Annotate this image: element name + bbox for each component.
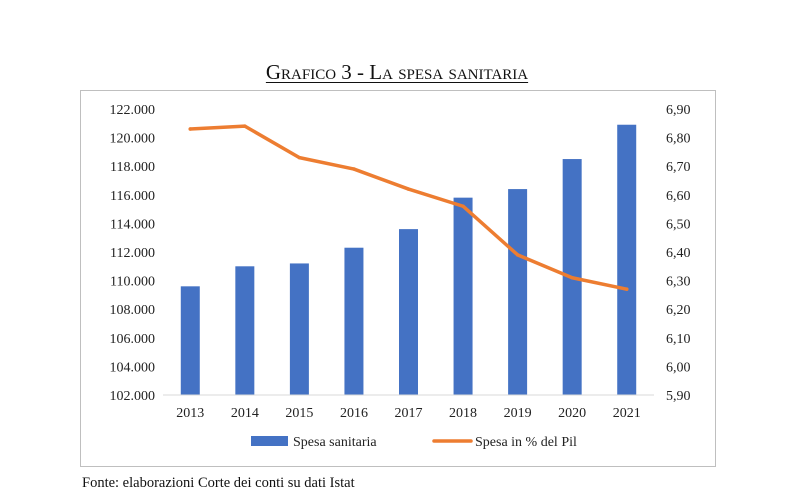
line-point-2013 [188, 127, 193, 131]
bar-2018 [453, 197, 473, 395]
chart-title: Grafico 3 - La spesa sanitaria [265, 60, 529, 84]
y-left-tick-label: 108.000 [110, 303, 156, 318]
x-tick-label: 2016 [340, 406, 368, 421]
y-left-tick-label: 118.000 [110, 160, 155, 175]
legend-swatch-bar [251, 436, 288, 446]
source-note: Fonte: elaborazioni Corte dei conti su d… [82, 475, 355, 491]
y-right-tick-label: 6,50 [666, 217, 691, 232]
x-tick-label: 2015 [285, 406, 313, 421]
y-right-tick-label: 6,10 [666, 332, 691, 347]
x-tick-label: 2021 [613, 406, 641, 421]
bar-2017 [399, 229, 418, 395]
y-left-tick-label: 116.000 [110, 189, 155, 204]
y-right-tick-label: 6,90 [666, 103, 691, 118]
bar-2015 [289, 263, 309, 395]
line-point-2016 [352, 167, 356, 171]
x-tick-label: 2018 [449, 406, 477, 421]
y-right-tick-label: 6,80 [666, 132, 691, 147]
y-left-tick-label: 112.000 [110, 246, 155, 261]
line-point-2017 [406, 187, 411, 191]
line-point-2015 [297, 155, 302, 160]
legend-label-line: Spesa in % del Pil [475, 435, 577, 450]
y-left-tick-label: 114.000 [110, 217, 155, 232]
x-tick-label: 2019 [504, 406, 532, 421]
chart-frame: 102.000 104.000 106.000 108.000 110.000 112.0… [80, 90, 716, 467]
bar-2019 [508, 189, 528, 395]
y-right-tick-label: 6,60 [666, 189, 691, 204]
bar-2021 [617, 124, 637, 396]
y-left-tick-label: 110.000 [110, 275, 155, 290]
y-right-tick-label: 6,20 [666, 303, 691, 318]
y-right-tick-label: 6,40 [666, 246, 691, 261]
x-tick-label: 2013 [176, 406, 204, 421]
line-point-2020 [570, 275, 574, 280]
x-tick-label: 2020 [558, 406, 586, 421]
combo-chart: 102.000 104.000 106.000 108.000 110.000 112.0… [110, 103, 691, 450]
line-point-2018 [461, 204, 465, 208]
line-point-2019 [515, 253, 520, 257]
y-right-tick-label: 6,30 [666, 275, 691, 290]
y-left-tick-label: 102.000 [110, 389, 156, 404]
bar-2013 [180, 286, 200, 395]
bar-2016 [344, 247, 364, 395]
bar-2014 [235, 266, 255, 395]
y-right-tick-label: 6,70 [666, 160, 691, 175]
y-left-tick-label: 106.000 [110, 332, 156, 347]
y-left-tick-label: 122.000 [110, 103, 156, 118]
legend-label-bar: Spesa sanitaria [293, 435, 377, 450]
line-point-2014 [243, 124, 247, 128]
x-tick-label: 2014 [231, 406, 259, 421]
line-point-2021 [624, 287, 629, 291]
y-left-tick-label: 120.000 [110, 132, 156, 147]
y-left-tick-label: 104.000 [110, 360, 156, 375]
y-right-tick-label: 5,90 [666, 389, 691, 404]
x-tick-label: 2017 [395, 406, 423, 421]
y-right-tick-label: 6,00 [666, 360, 691, 375]
